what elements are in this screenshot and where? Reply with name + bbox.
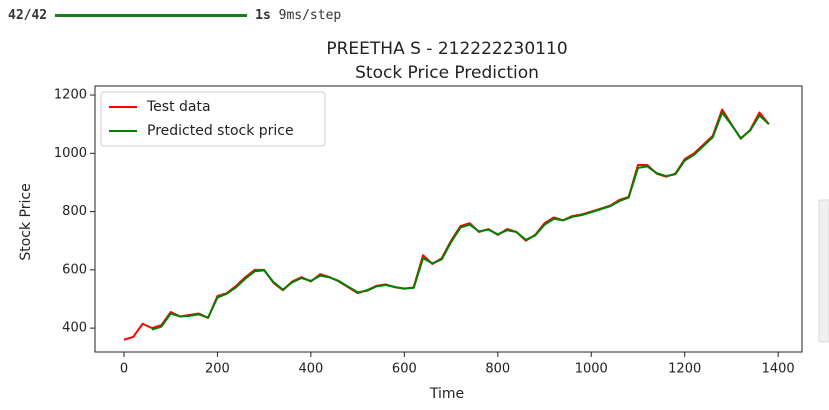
x-tick-label: 1200 [668, 362, 701, 377]
y-tick-label: 1000 [54, 146, 87, 161]
x-tick-label: 600 [392, 362, 417, 377]
y-tick-label: 600 [62, 262, 87, 277]
legend-box [100, 91, 326, 147]
console-output: 42/42 1s 9ms/step [8, 8, 341, 23]
step-count: 42/42 [8, 8, 48, 23]
progress-bar [55, 14, 248, 17]
elapsed: 1s [255, 8, 271, 23]
x-tick-label: 800 [485, 362, 510, 377]
step-rate: 9ms/step [278, 8, 342, 23]
legend-label: Predicted stock price [147, 123, 294, 139]
x-axis-label: Time [429, 386, 464, 402]
y-tick-label: 400 [62, 321, 87, 336]
y-tick-label: 1200 [54, 88, 87, 103]
x-tick-label: 1000 [575, 362, 608, 377]
x-tick-label: 400 [298, 362, 323, 377]
x-tick-label: 1400 [762, 362, 795, 377]
series-line [151, 111, 770, 331]
chart-subtitle: Stock Price Prediction [355, 63, 539, 83]
plot-frame [94, 85, 803, 353]
y-tick-label: 800 [62, 204, 87, 219]
chart-title: PREETHA S - 212222230110 [326, 39, 567, 59]
x-tick-label: 0 [120, 362, 128, 377]
y-axis-label: Stock Price [18, 183, 34, 260]
x-tick-label: 200 [205, 362, 230, 377]
scrollbar [818, 199, 829, 343]
legend-label: Test data [146, 99, 211, 115]
